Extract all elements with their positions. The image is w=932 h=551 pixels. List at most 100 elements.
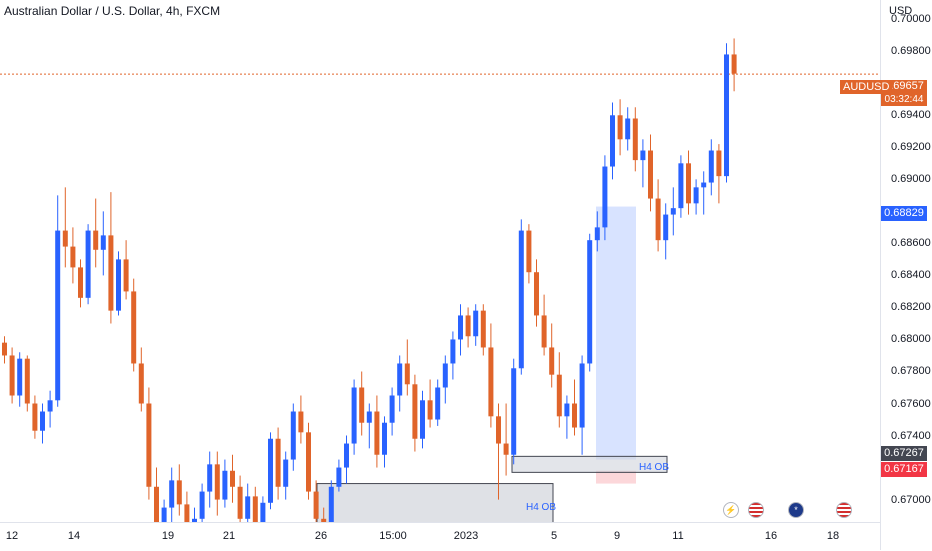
candle[interactable] bbox=[640, 139, 646, 188]
candle[interactable] bbox=[503, 403, 509, 476]
h4-ob-zone-large[interactable] bbox=[316, 483, 554, 522]
candle[interactable] bbox=[116, 251, 121, 316]
candle[interactable] bbox=[556, 352, 562, 428]
candle[interactable] bbox=[511, 358, 517, 465]
candle[interactable] bbox=[412, 374, 418, 452]
candle[interactable] bbox=[442, 355, 448, 404]
candle[interactable] bbox=[708, 139, 714, 196]
candle[interactable] bbox=[328, 480, 334, 522]
candle[interactable] bbox=[237, 475, 243, 522]
candle[interactable] bbox=[655, 179, 661, 252]
candle[interactable] bbox=[427, 379, 433, 428]
candle[interactable] bbox=[78, 259, 83, 308]
candle[interactable] bbox=[268, 432, 273, 510]
candle[interactable] bbox=[534, 259, 539, 327]
candle[interactable] bbox=[488, 323, 494, 428]
candle[interactable] bbox=[336, 459, 342, 492]
candle[interactable] bbox=[108, 192, 114, 324]
candle[interactable] bbox=[579, 355, 585, 455]
candle[interactable] bbox=[602, 155, 608, 241]
candle[interactable] bbox=[594, 211, 600, 252]
candle[interactable] bbox=[382, 416, 387, 468]
candle[interactable] bbox=[610, 102, 615, 180]
candle[interactable] bbox=[693, 179, 699, 215]
candle[interactable] bbox=[9, 347, 15, 404]
candle[interactable] bbox=[123, 240, 129, 300]
candle[interactable] bbox=[397, 355, 403, 412]
candle[interactable] bbox=[404, 339, 410, 396]
candle[interactable] bbox=[678, 155, 684, 218]
candle[interactable] bbox=[313, 480, 319, 522]
candle[interactable] bbox=[192, 507, 197, 522]
candle[interactable] bbox=[701, 171, 707, 215]
candle[interactable] bbox=[625, 107, 631, 151]
candle[interactable] bbox=[374, 395, 380, 468]
candle[interactable] bbox=[55, 195, 61, 407]
candle[interactable] bbox=[214, 451, 220, 516]
candle[interactable] bbox=[731, 38, 737, 92]
candle[interactable] bbox=[473, 304, 479, 346]
candle[interactable] bbox=[275, 427, 281, 500]
candle[interactable] bbox=[663, 203, 669, 260]
time-axis[interactable]: 12 14 19 21 26 15:00 2023 5 9 11 16 18 bbox=[0, 522, 880, 551]
chart-area[interactable]: H4 OB H4 OB Australian Dollar / U.S. Doll… bbox=[0, 0, 880, 522]
candle[interactable] bbox=[541, 294, 547, 356]
candle[interactable] bbox=[670, 187, 676, 236]
candle[interactable] bbox=[587, 233, 593, 372]
candle[interactable] bbox=[40, 403, 45, 444]
candle[interactable] bbox=[62, 187, 68, 268]
candle[interactable] bbox=[131, 278, 137, 372]
candle[interactable] bbox=[93, 198, 99, 268]
candle[interactable] bbox=[724, 43, 729, 183]
candle[interactable] bbox=[648, 134, 653, 212]
candle[interactable] bbox=[32, 395, 38, 439]
candle[interactable] bbox=[245, 483, 251, 522]
candle[interactable] bbox=[549, 323, 555, 388]
candle[interactable] bbox=[366, 403, 372, 449]
candle[interactable] bbox=[518, 219, 524, 375]
candle[interactable] bbox=[420, 390, 425, 449]
candle[interactable] bbox=[572, 379, 577, 436]
candle[interactable] bbox=[450, 331, 456, 380]
candle[interactable] bbox=[344, 435, 349, 484]
candle[interactable] bbox=[283, 451, 289, 500]
candle[interactable] bbox=[24, 355, 30, 412]
candle[interactable] bbox=[458, 304, 463, 356]
candle[interactable] bbox=[230, 454, 235, 503]
candle[interactable] bbox=[154, 467, 159, 522]
candle[interactable] bbox=[617, 99, 623, 156]
candle[interactable] bbox=[480, 304, 486, 356]
candle[interactable] bbox=[47, 390, 53, 428]
ob-bottom-zone[interactable] bbox=[596, 470, 636, 484]
candle[interactable] bbox=[359, 371, 365, 436]
candle[interactable] bbox=[184, 491, 190, 522]
us-flag-icon[interactable] bbox=[748, 502, 764, 518]
price-axis[interactable]: USD 0.70000 0.69800 0.69400 0.69200 0.69000 0… bbox=[880, 0, 932, 550]
candle[interactable] bbox=[298, 395, 304, 444]
candlestick-chart[interactable]: H4 OB H4 OB bbox=[0, 0, 880, 522]
candle[interactable] bbox=[686, 150, 691, 215]
candle[interactable] bbox=[146, 387, 152, 500]
candle[interactable] bbox=[70, 227, 76, 284]
au-flag-icon[interactable]: * bbox=[788, 502, 804, 518]
candle[interactable] bbox=[496, 403, 501, 500]
candle[interactable] bbox=[526, 224, 532, 284]
us-flag-icon[interactable] bbox=[836, 502, 852, 518]
candle[interactable] bbox=[199, 483, 205, 522]
candle[interactable] bbox=[161, 499, 167, 522]
candle[interactable] bbox=[290, 403, 296, 471]
candle[interactable] bbox=[17, 352, 23, 407]
h4-ob-zone-small[interactable] bbox=[511, 455, 668, 473]
candle[interactable] bbox=[716, 144, 722, 204]
candle[interactable] bbox=[632, 107, 638, 172]
candle[interactable] bbox=[169, 467, 175, 522]
candle[interactable] bbox=[351, 379, 357, 455]
candle[interactable] bbox=[306, 422, 311, 500]
candle[interactable] bbox=[389, 387, 395, 436]
candle[interactable] bbox=[252, 486, 258, 522]
candle[interactable] bbox=[176, 464, 182, 516]
candle[interactable] bbox=[321, 507, 327, 522]
candle[interactable] bbox=[2, 336, 7, 364]
candle[interactable] bbox=[85, 224, 91, 305]
candle[interactable] bbox=[435, 379, 441, 426]
